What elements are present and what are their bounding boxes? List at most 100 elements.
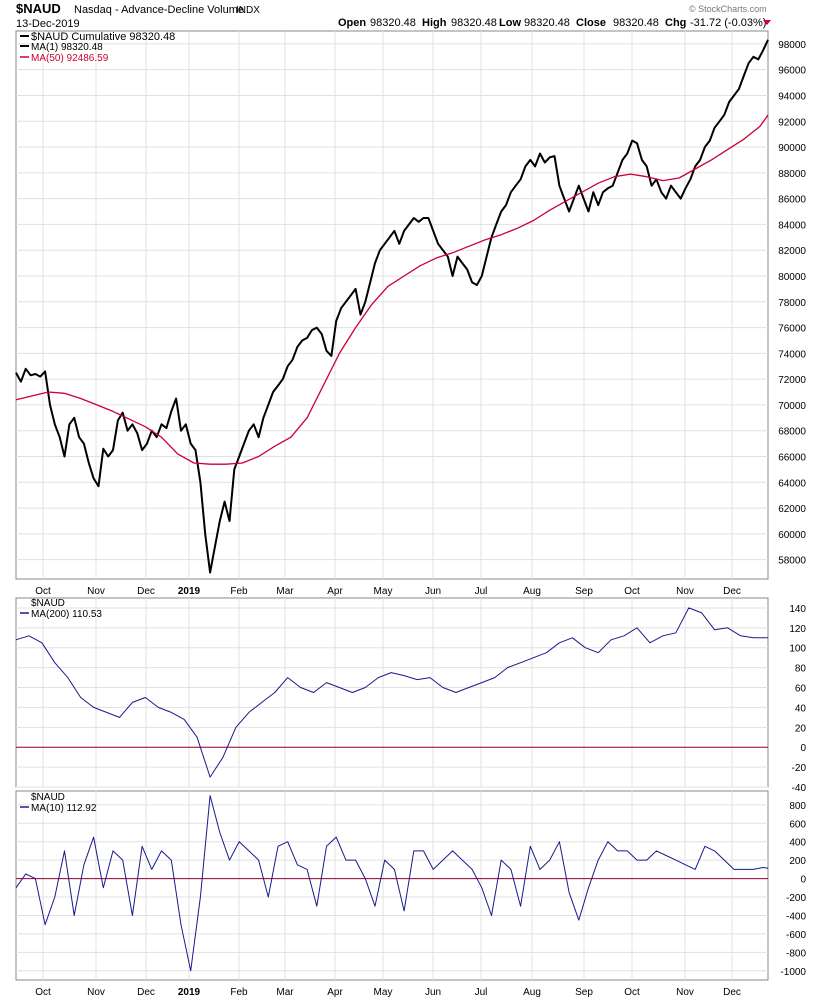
x-tick-label: Dec: [137, 987, 155, 998]
panel-frame: [15, 30, 769, 580]
chart-date: 13-Dec-2019: [16, 18, 80, 30]
y-tick-label: 40: [795, 703, 807, 714]
x-tick-label: Oct: [35, 586, 51, 597]
x-tick-label: Nov: [676, 987, 694, 998]
y-tick-label: 66000: [778, 453, 806, 464]
x-tick-label: 2019: [178, 586, 201, 597]
y-tick-label: 100: [789, 644, 806, 655]
x-tick-label: May: [374, 987, 393, 998]
y-tick-label: 60: [795, 684, 807, 695]
x-tick-label: Sep: [575, 586, 593, 597]
exchange-label: INDX: [236, 5, 260, 16]
x-tick-label: Mar: [276, 586, 294, 597]
x-tick-label: Jul: [475, 586, 488, 597]
x-tick-label: Aug: [523, 987, 541, 998]
y-tick-label: 84000: [778, 220, 806, 231]
watermark: © StockCharts.com: [689, 4, 767, 14]
close-value: 98320.48: [613, 17, 659, 29]
legend-ma200: MA(200) 110.53: [31, 609, 102, 620]
ma10-line: [15, 795, 769, 972]
x-tick-label: Sep: [575, 987, 593, 998]
y-tick-label: -40: [792, 783, 807, 794]
y-tick-label: 88000: [778, 169, 806, 180]
x-tick-label: Nov: [87, 586, 105, 597]
y-tick-label: 70000: [778, 401, 806, 412]
legend-ma10: MA(10) 112.92: [31, 803, 97, 814]
y-tick-label: -1000: [780, 967, 806, 978]
down-arrow-icon: [763, 20, 771, 25]
chg-label: Chg: [665, 17, 686, 29]
y-tick-label: 82000: [778, 246, 806, 257]
x-tick-label: Oct: [624, 586, 640, 597]
x-tick-label: Dec: [137, 586, 155, 597]
y-tick-label: 90000: [778, 143, 806, 154]
y-tick-label: -400: [786, 911, 806, 922]
symbol-title: $NAUD: [16, 1, 61, 16]
y-tick-label: 600: [789, 819, 806, 830]
y-tick-label: 0: [800, 743, 806, 754]
x-tick-label: Aug: [523, 586, 541, 597]
y-tick-label: 58000: [778, 556, 806, 567]
ma50-line: [15, 114, 769, 465]
x-tick-label: Apr: [327, 987, 343, 998]
y-tick-label: 98000: [778, 40, 806, 51]
y-tick-label: 74000: [778, 349, 806, 360]
y-tick-label: 62000: [778, 504, 806, 515]
x-tick-label: Jun: [425, 586, 441, 597]
y-tick-label: 64000: [778, 478, 806, 489]
x-tick-label: Apr: [327, 586, 343, 597]
ma200-line: [15, 607, 768, 778]
y-tick-label: 96000: [778, 66, 806, 77]
y-tick-label: -800: [786, 948, 806, 959]
legend-price: $NAUD Cumulative 98320.48: [31, 31, 175, 43]
y-tick-label: 60000: [778, 530, 806, 541]
y-tick-label: 80000: [778, 272, 806, 283]
open-value: 98320.48: [370, 17, 416, 29]
y-tick-label: 120: [789, 624, 806, 635]
x-tick-label: Feb: [230, 586, 248, 597]
x-tick-label: Dec: [723, 586, 741, 597]
y-tick-label: -600: [786, 930, 806, 941]
panel-frame: [15, 790, 769, 981]
y-tick-label: -20: [792, 763, 807, 774]
x-tick-label: Nov: [87, 987, 105, 998]
price-line: [15, 39, 769, 574]
x-tick-label: Oct: [624, 987, 640, 998]
legend-ma50: MA(50) 92486.59: [31, 53, 109, 64]
y-tick-label: 140: [789, 604, 806, 615]
x-tick-label: Dec: [723, 987, 741, 998]
x-tick-label: Jul: [475, 987, 488, 998]
y-tick-label: 78000: [778, 298, 806, 309]
y-tick-label: 94000: [778, 91, 806, 102]
y-tick-label: 68000: [778, 427, 806, 438]
open-label: Open: [338, 17, 366, 29]
y-tick-label: 20: [795, 723, 807, 734]
y-tick-label: -200: [786, 893, 806, 904]
y-tick-label: 400: [789, 838, 806, 849]
y-tick-label: 80: [795, 664, 807, 675]
legend-osc10-symbol: $NAUD: [31, 792, 65, 803]
y-tick-label: 72000: [778, 375, 806, 386]
high-label: High: [422, 17, 447, 29]
x-tick-label: Jun: [425, 987, 441, 998]
low-label: Low: [499, 17, 521, 29]
y-tick-label: 92000: [778, 117, 806, 128]
x-tick-label: May: [374, 586, 393, 597]
legend-ma1: MA(1) 98320.48: [31, 42, 103, 53]
y-tick-label: 0: [800, 875, 806, 886]
y-tick-label: 200: [789, 856, 806, 867]
panel-frame: [15, 597, 769, 788]
close-label: Close: [576, 17, 606, 29]
x-tick-label: Oct: [35, 987, 51, 998]
symbol-description: Nasdaq - Advance-Decline Volume: [74, 4, 244, 16]
x-tick-label: Feb: [230, 987, 248, 998]
high-value: 98320.48: [451, 17, 497, 29]
y-tick-label: 86000: [778, 195, 806, 206]
chg-value: -31.72 (-0.03%): [690, 17, 766, 29]
y-tick-label: 76000: [778, 324, 806, 335]
x-tick-label: Mar: [276, 987, 294, 998]
low-value: 98320.48: [524, 17, 570, 29]
x-tick-label: Nov: [676, 586, 694, 597]
y-tick-label: 800: [789, 801, 806, 812]
